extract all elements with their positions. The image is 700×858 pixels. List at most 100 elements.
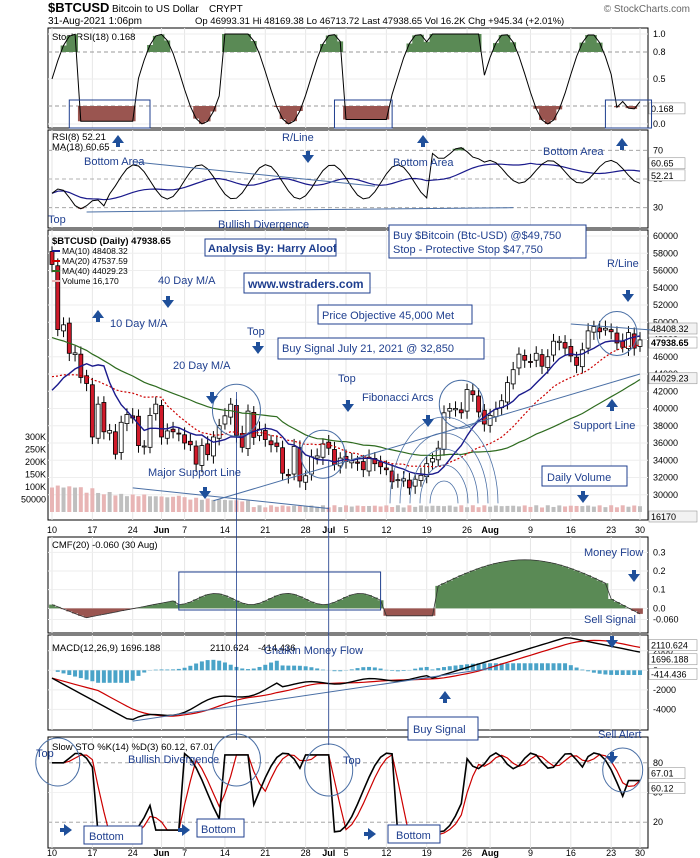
volume-bar: [482, 505, 487, 512]
annotation-arrow-icon: [622, 290, 634, 302]
volume-bar: [332, 505, 337, 512]
volume-bar: [465, 507, 470, 512]
value-tag: [648, 322, 698, 335]
annotation-top-sto-2: Top: [343, 755, 361, 767]
value-tag-label: 2110.624: [651, 641, 688, 651]
annotation-arrow-icon: [439, 691, 451, 703]
annotation-arrow-icon: [199, 487, 211, 499]
macd-histogram-bar: [205, 660, 210, 671]
candle-body: [556, 340, 562, 343]
annotation-box: [317, 304, 473, 325]
volume-bar: [211, 499, 216, 512]
major-support-line: [132, 487, 329, 510]
macd-histogram-bar: [228, 664, 233, 671]
candle-body: [216, 425, 222, 439]
candle-body: [193, 445, 199, 465]
macd-histogram-bar: [274, 660, 279, 671]
date-tick-label: 12: [381, 525, 391, 535]
candle-body: [430, 458, 435, 463]
macd-histogram-bar: [540, 663, 544, 671]
annotation-top-price-1: Top: [247, 326, 265, 338]
macd-histogram-bar: [194, 663, 199, 671]
volume-bar: [171, 496, 176, 512]
candle-body: [539, 354, 545, 367]
macd-histogram-bar: [586, 670, 591, 672]
date-tick-label: 28: [301, 848, 311, 858]
candle-body: [199, 445, 205, 466]
annotation-fibonacci: Fibonacci Arcs: [362, 392, 434, 404]
volume-bar: [390, 506, 395, 512]
macd-histogram-bar: [488, 663, 493, 671]
candle-body: [545, 356, 551, 368]
macd-histogram-bar: [107, 670, 112, 683]
annotation-top-price-2: Top: [338, 373, 356, 385]
date-tick-label: 14: [220, 525, 230, 535]
value-tag-label: -414.436: [651, 669, 687, 679]
value-tag: [648, 782, 686, 794]
value-tag-label: 60.12: [651, 784, 674, 794]
price-title: $BTCUSD (Daily) 47938.65: [52, 236, 172, 247]
ma40-line: [51, 337, 641, 457]
macd-title: MACD(12,26,9) 1696.188: [52, 643, 160, 654]
macd-line: [51, 636, 641, 721]
volume-bar: [534, 505, 539, 512]
macd-histogram-bar: [442, 667, 446, 671]
sto-d-line: [52, 753, 641, 837]
volume-bar: [55, 485, 60, 512]
macd-histogram-bar: [297, 665, 302, 671]
rsi-line: [51, 147, 641, 210]
annotation-buy-signal-macd: Buy Signal: [413, 724, 466, 736]
annotation-arrow-icon: [577, 491, 589, 503]
annotation-chaikin: Chaikin Money Flow: [264, 645, 363, 657]
candle-body: [303, 475, 309, 483]
macd-histogram-bar: [55, 670, 60, 672]
macd-histogram-bar: [320, 669, 325, 671]
annotation-arrow-icon: [606, 399, 618, 411]
stochrsi-tick-label: 0.0: [653, 119, 666, 129]
candle-body: [626, 332, 631, 349]
volume-bar: [61, 487, 66, 512]
macd-histogram-bar: [165, 669, 170, 671]
volume-bar: [626, 506, 631, 512]
volume-tick-label: 250K: [25, 445, 46, 455]
chart-type: CRYPT: [209, 4, 243, 15]
price-legend-label: MA(40) 44029.23: [62, 266, 128, 276]
candle-body: [401, 478, 407, 482]
macd-histogram-bar: [516, 663, 521, 671]
macd-histogram-bar: [176, 668, 181, 671]
annotation-r-line-top: R/Line: [282, 132, 314, 144]
candle-body: [528, 361, 533, 363]
macd-histogram-bar: [286, 665, 291, 671]
volume-bar: [286, 506, 291, 512]
candle-body: [637, 339, 643, 347]
candle-body: [222, 415, 228, 425]
value-tag-label: 0.168: [651, 104, 674, 114]
annotation-box: [387, 824, 441, 844]
candle-body: [337, 457, 343, 467]
volume-bar: [113, 495, 118, 512]
date-tick-label: Aug: [481, 525, 499, 535]
macd-histogram-bar: [188, 665, 193, 671]
macd-histogram-bar: [430, 669, 435, 671]
macd-histogram-bar: [269, 662, 274, 671]
macd-histogram-bar: [217, 660, 222, 671]
highlight-box: [68, 99, 151, 129]
date-tick-label: 17: [87, 848, 97, 858]
value-tag-label: 48408.32: [651, 324, 689, 334]
candle-body: [72, 352, 78, 355]
volume-bar: [511, 505, 516, 512]
sto-highlight-circle: [35, 737, 81, 787]
macd-histogram-bar: [257, 666, 262, 671]
chart-stats: Op 46993.31 Hi 48169.38 Lo 46713.72 Last…: [195, 16, 564, 27]
fibonacci-arc: [399, 432, 489, 504]
date-tick-label: 21: [260, 848, 270, 858]
price-tick-label: 40000: [653, 404, 678, 414]
date-tick-label: 26: [462, 848, 472, 858]
volume-bar: [338, 507, 343, 512]
macd-histogram-bar: [626, 670, 631, 675]
date-tick-label: 24: [128, 848, 138, 858]
candle-body: [435, 447, 441, 461]
candle-body: [285, 474, 291, 477]
panel-frame: [47, 536, 649, 634]
macd-histogram-bar: [632, 670, 637, 675]
